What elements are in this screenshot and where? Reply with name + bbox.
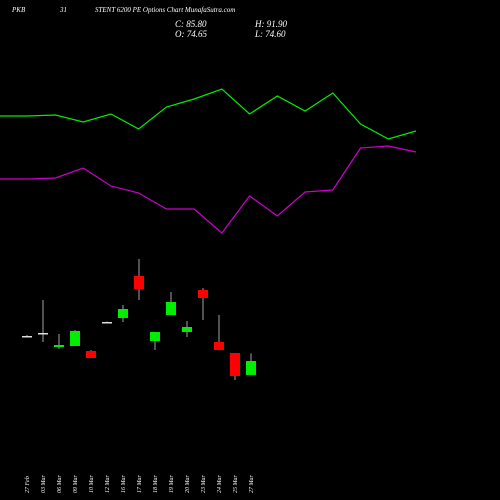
candle-body: [102, 322, 112, 324]
x-tick-label: 10 Mar: [89, 475, 95, 493]
candle-body: [22, 336, 32, 338]
candle-body: [86, 351, 96, 358]
candle-body: [150, 332, 160, 341]
ohlc-info: L: 74.60: [254, 29, 286, 39]
title-part: STENT 6200 PE Options Chart MunafaSutra.…: [95, 6, 235, 14]
x-tick-label: 17 Mar: [137, 475, 143, 493]
candle-body: [38, 333, 48, 335]
x-tick-label: 25 Mar: [233, 475, 239, 493]
x-tick-label: 23 Mar: [201, 475, 207, 493]
x-tick-label: 09 Mar: [73, 475, 79, 493]
x-tick-label: 12 Mar: [105, 475, 111, 493]
x-tick-label: 24 Mar: [216, 475, 223, 493]
candle-body: [70, 331, 80, 346]
title-part: 31: [59, 6, 67, 14]
ohlc-info: C: 85.80: [175, 19, 207, 29]
x-tick-label: 20 Mar: [185, 475, 191, 493]
candle-body: [230, 353, 240, 376]
title-part: PKB: [11, 6, 26, 14]
candle-body: [198, 290, 208, 298]
candle-body: [246, 361, 256, 375]
x-tick-label: 06 Mar: [57, 475, 63, 493]
ohlc-info: O: 74.65: [175, 29, 207, 39]
indicator-line: [0, 88, 417, 140]
x-tick-label: 27 Mar: [249, 475, 255, 493]
candle-body: [134, 276, 144, 289]
x-tick-label: 16 Mar: [121, 475, 127, 493]
x-tick-label: 18 Mar: [153, 475, 159, 493]
ohlc-info: H: 91.90: [254, 19, 287, 29]
candle-body: [214, 342, 224, 350]
x-tick-label: 03 Mar: [41, 475, 47, 493]
x-tick-label: 19 Mar: [169, 475, 175, 493]
candle-body: [182, 327, 192, 332]
x-tick-label: 27 Feb: [25, 476, 31, 493]
candle-body: [54, 345, 64, 347]
candle-body: [118, 309, 128, 318]
candle-body: [166, 302, 176, 315]
indicator-line: [0, 145, 417, 234]
